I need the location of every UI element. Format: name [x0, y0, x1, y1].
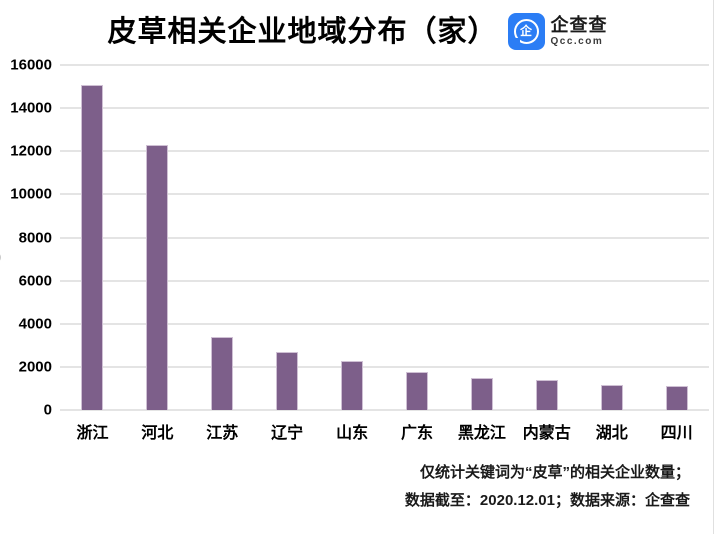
bars: [60, 65, 709, 410]
x-axis-label-黑龙江: 黑龙江: [457, 425, 506, 442]
bar-slot: [125, 65, 190, 410]
bar-广东: [405, 372, 428, 410]
qcc-logo-text: 企查查 Qcc.com: [551, 15, 608, 47]
gridline: [60, 193, 709, 196]
gridline: [60, 107, 709, 110]
gridline: [60, 64, 709, 66]
qcc-logo: 企 企查查 Qcc.com: [507, 12, 608, 50]
gridline: [60, 409, 709, 411]
y-axis-tick: 4000: [18, 315, 52, 333]
qcc-logo-name: 企查查: [550, 14, 608, 35]
qcc-logo-ring: 企: [513, 18, 539, 44]
y-axis-tick: 14000: [10, 99, 52, 117]
x-axis-label-河北: 河北: [141, 425, 174, 442]
x-axis-label-广东: 广东: [400, 425, 433, 442]
qcc-logo-glyph: 企: [519, 24, 532, 38]
gridline: [60, 322, 709, 325]
y-axis-tick: 0: [43, 401, 52, 419]
chart-title: 皮草相关企业地域分布（家）: [107, 16, 498, 48]
qcc-logo-tail: [512, 37, 520, 45]
x-axis: 浙江 河北 江苏 辽宁 山东 广东 黑龙江 内蒙古 湖北 四川: [60, 419, 709, 443]
qcc-logo-icon: 企: [507, 12, 545, 50]
bar-内蒙古: [535, 380, 558, 410]
gridline: [60, 365, 709, 368]
y-axis-tick: 2000: [18, 358, 52, 376]
bar-辽宁: [276, 351, 299, 410]
bar-四川: [665, 386, 688, 410]
y-axis-tick: 12000: [10, 142, 52, 160]
bar-slot: [514, 65, 579, 410]
x-axis-label-四川: 四川: [660, 425, 693, 442]
bar-slot: [385, 65, 450, 410]
x-axis-label-内蒙古: 内蒙古: [522, 425, 571, 442]
bar-浙江: [81, 85, 104, 410]
bar-黑龙江: [470, 378, 493, 410]
y-axis-tick: 8000: [18, 229, 52, 246]
chart-header: 皮草相关企业地域分布（家） 企 企查查 Qcc.com: [0, 5, 715, 53]
bar-slot: [579, 65, 644, 410]
gridline: [60, 279, 709, 282]
bar-slot: [320, 65, 385, 410]
bar-slot: [644, 65, 709, 410]
y-axis: 0 2000 4000 6000 8000 10000 12000 14000 16000: [0, 57, 52, 419]
x-axis-label-江苏: 江苏: [206, 425, 239, 442]
bar-湖北: [600, 384, 623, 410]
plot-area: [60, 64, 709, 411]
bar-slot: [60, 65, 125, 410]
bar-slot: [255, 65, 320, 410]
bar-slot: [190, 65, 255, 410]
footnote-line-1: 仅统计关键词为“皮草”的相关企业数量；: [419, 464, 690, 481]
x-axis-label-山东: 山东: [336, 425, 369, 442]
x-axis-label-湖北: 湖北: [595, 425, 628, 442]
gridline: [60, 236, 709, 239]
x-axis-label-辽宁: 辽宁: [271, 425, 304, 442]
footnote-line-2: 数据截至：2020.12.01；数据来源：企查查: [404, 492, 690, 509]
bar-slot: [449, 65, 514, 410]
y-axis-tick: 16000: [10, 56, 52, 74]
x-axis-label-浙江: 浙江: [76, 425, 109, 442]
window-edge-line: [713, 0, 714, 534]
footnote: 仅统计关键词为“皮草”的相关企业数量； 数据截至：2020.12.01；数据来源…: [405, 459, 690, 515]
clipped-edge-glyph: ): [0, 249, 1, 264]
bar-江苏: [211, 337, 234, 410]
gridline: [60, 150, 709, 153]
qcc-logo-domain: Qcc.com: [550, 35, 604, 47]
y-axis-tick: 6000: [18, 272, 52, 290]
y-axis-tick: 10000: [10, 185, 52, 203]
bar-山东: [341, 361, 364, 410]
bar-河北: [146, 144, 169, 410]
